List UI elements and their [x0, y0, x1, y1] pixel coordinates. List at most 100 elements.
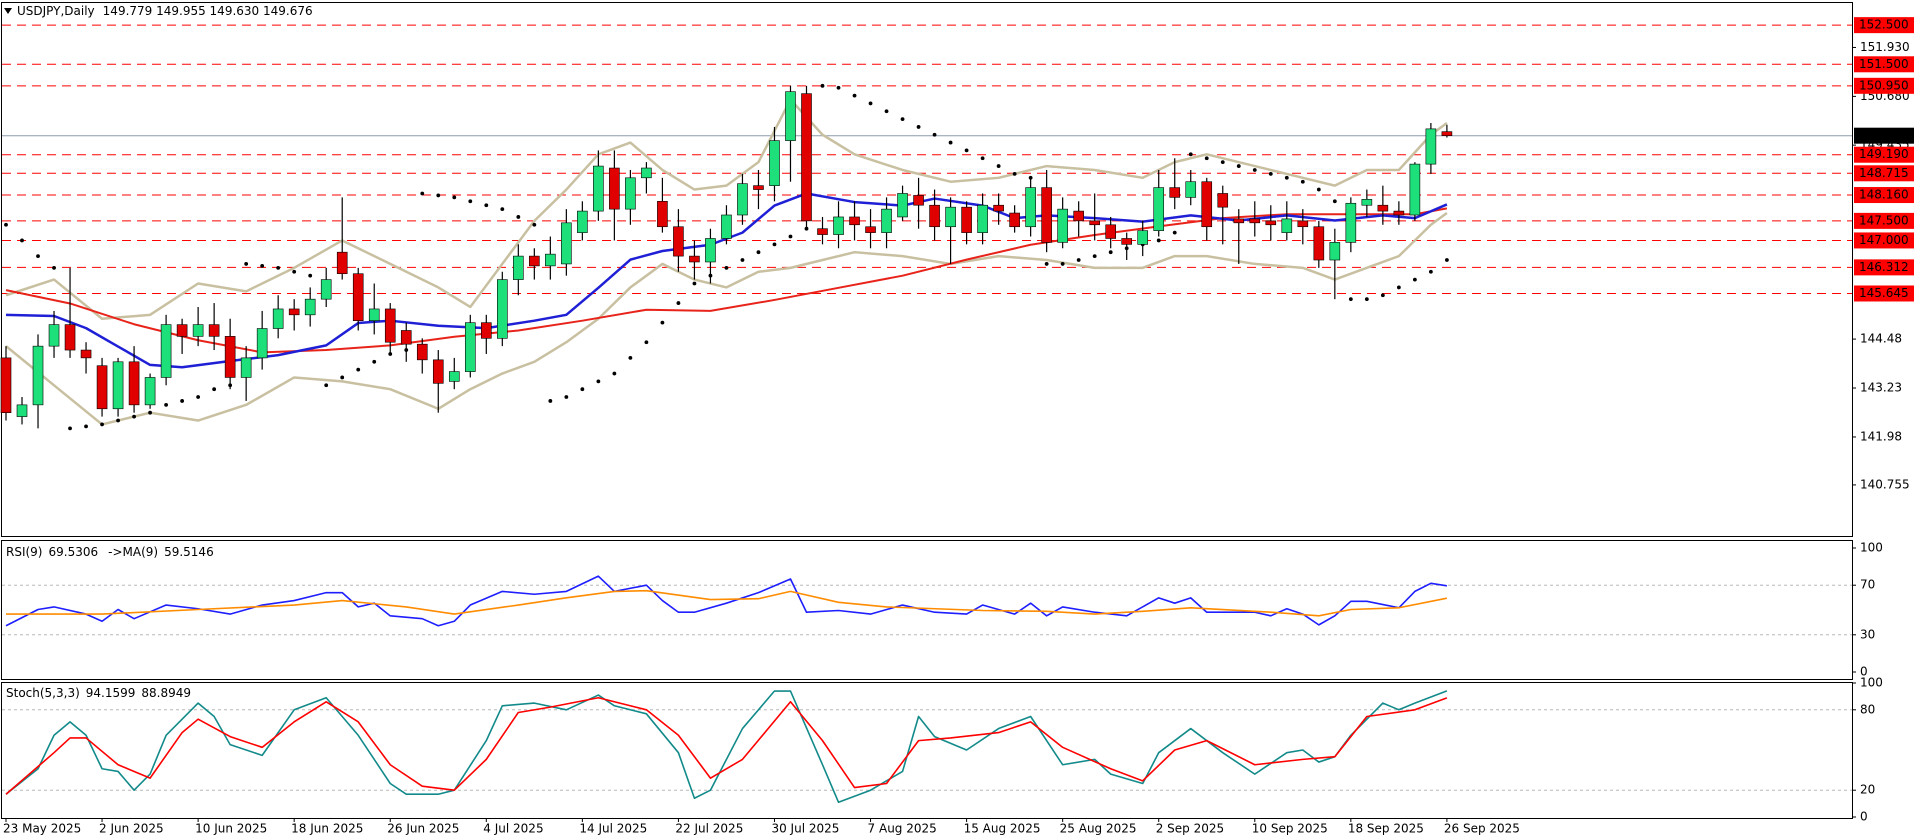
x-tick-label: 26 Jun 2025	[387, 822, 459, 836]
sar-dot	[212, 387, 217, 392]
indicator-line	[5, 212, 1448, 426]
candle-body	[336, 251, 348, 275]
sar-dot	[116, 418, 120, 423]
rsi-panel-frame	[1, 540, 1853, 680]
x-tick-label: 30 Jul 2025	[771, 822, 839, 836]
series-last-value: 88.8949	[141, 686, 191, 700]
sar-dot	[308, 273, 313, 278]
candle-body	[545, 253, 556, 267]
sar-dot	[340, 375, 345, 380]
y-tick-label: 144.48	[1860, 332, 1902, 346]
candle-body	[368, 308, 380, 321]
series-name: ->MA(9)	[108, 545, 158, 559]
stoch-panel-frame	[1, 682, 1853, 819]
indicator-line	[6, 589, 1448, 617]
y-tick-label: 140.755	[1860, 477, 1910, 491]
level-label: 148.160	[1859, 188, 1909, 202]
sar-dot	[564, 395, 569, 399]
sar-dot	[596, 379, 601, 384]
sar-dot	[916, 125, 921, 129]
candle-body	[144, 377, 156, 406]
indicator-line	[5, 696, 1448, 795]
sar-dot	[1428, 269, 1433, 274]
candle-body	[16, 404, 28, 417]
sar-dot	[820, 83, 825, 88]
candle-body	[945, 206, 956, 228]
candle-body	[1329, 242, 1341, 261]
level-label-box	[1854, 56, 1914, 73]
candle-body	[801, 93, 812, 222]
panel-header: Stoch(5,3,3) 94.1599 88.8949	[6, 686, 191, 700]
x-tick-label: 25 Aug 2025	[1060, 822, 1137, 836]
sar-dot	[292, 269, 297, 274]
sar-dot	[1396, 285, 1401, 290]
sar-dot	[836, 85, 841, 90]
sar-dot	[1364, 297, 1369, 302]
sar-dot	[548, 399, 553, 403]
x-tick-label: 10 Sep 2025	[1252, 822, 1328, 836]
menu-arrow[interactable]	[4, 8, 12, 14]
candle-body	[1041, 187, 1052, 243]
candle-body	[593, 165, 604, 212]
sar-dot	[884, 109, 889, 114]
candle-body	[1105, 224, 1116, 239]
candle-body	[1393, 210, 1405, 216]
sar-dot	[1445, 258, 1449, 262]
candle-body	[1217, 193, 1229, 208]
candle-body	[1121, 238, 1132, 245]
sar-dot	[740, 258, 745, 262]
sar-dot	[500, 207, 505, 212]
candle-body	[993, 204, 1004, 212]
x-tick-label: 15 Aug 2025	[964, 822, 1041, 836]
sar-dot	[852, 93, 857, 98]
candle-body	[48, 324, 60, 347]
level-label: 149.190	[1859, 147, 1909, 161]
sar-dot	[612, 371, 617, 376]
sar-dot	[676, 301, 681, 305]
candle-body	[416, 343, 428, 361]
y-tick-label: 0	[1860, 665, 1868, 679]
candle-body	[0, 357, 12, 413]
candle-body	[833, 216, 844, 235]
sar-dot	[1188, 152, 1193, 157]
y-tick-label: 80	[1860, 702, 1875, 716]
candle-body	[577, 210, 588, 233]
level-label: 150.950	[1859, 78, 1909, 92]
x-tick-label: 2 Sep 2025	[1156, 822, 1224, 836]
candle-body	[288, 308, 300, 316]
candle-body	[480, 322, 492, 339]
candle-body	[208, 324, 220, 337]
y-tick-label: 141.98	[1860, 429, 1902, 443]
sar-dot	[276, 265, 281, 270]
candle-body	[689, 255, 700, 263]
candle-body	[80, 349, 92, 359]
candle-body	[1201, 181, 1213, 228]
sar-dot	[1236, 164, 1241, 168]
candle-body	[769, 140, 780, 186]
level-label-box	[1854, 259, 1914, 276]
candle-body	[256, 328, 268, 359]
level-label: 152.500	[1859, 18, 1909, 32]
y-tick-label: 100	[1860, 541, 1883, 555]
candle-body	[1313, 226, 1325, 261]
candle-body	[753, 185, 764, 190]
candle-body	[112, 361, 124, 410]
sar-dot	[804, 226, 809, 231]
level-label: 146.312	[1859, 260, 1909, 274]
panel-header: RSI(9) 69.5306 ->MA(9) 59.5146	[6, 545, 214, 559]
sar-dot	[1284, 175, 1289, 180]
candle-body	[609, 167, 620, 210]
x-tick-label: 2 Jun 2025	[99, 822, 164, 836]
candle-body	[384, 308, 396, 343]
sar-dot	[436, 193, 441, 198]
candle-body	[977, 204, 988, 233]
sar-dot	[1204, 156, 1209, 161]
panel-header: USDJPY,Daily 149.779 149.955 149.630 149.…	[17, 4, 313, 18]
sar-dot	[36, 254, 40, 259]
sar-dot	[100, 422, 104, 427]
candle-body	[817, 228, 828, 235]
candle-body	[929, 204, 940, 228]
candle-body	[865, 226, 876, 233]
candle-body	[400, 330, 412, 345]
sar-dot	[132, 414, 136, 419]
